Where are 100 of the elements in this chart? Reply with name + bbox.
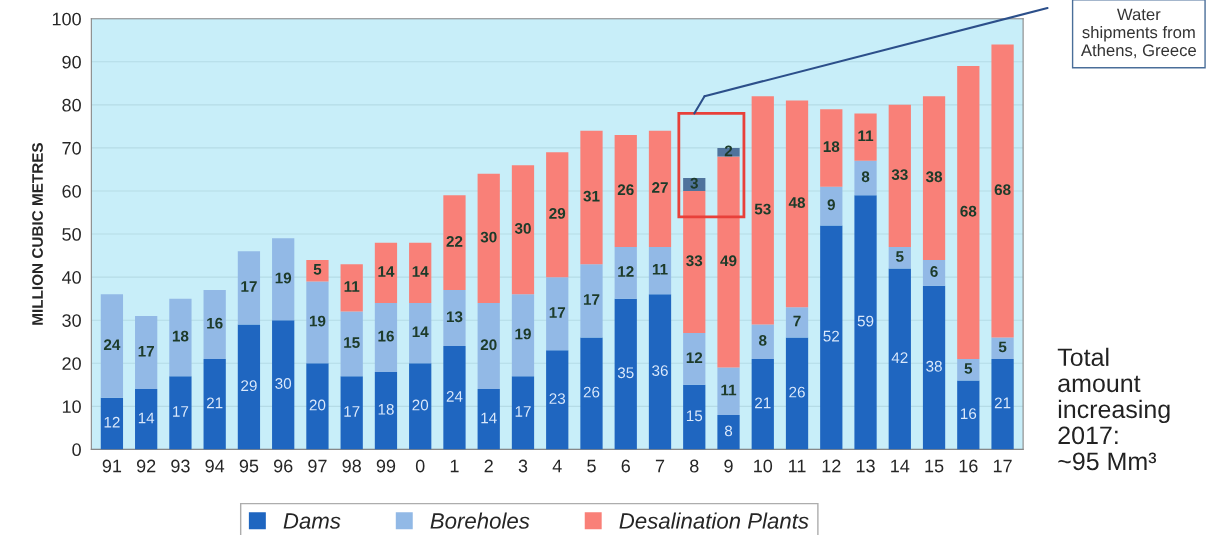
bar (306, 281, 329, 364)
y-tick-label: 0 (72, 443, 81, 457)
data-label: 21 (206, 397, 223, 409)
data-label: 33 (891, 169, 908, 181)
bar (511, 165, 535, 295)
bar (100, 294, 124, 398)
data-label: 31 (583, 190, 600, 202)
data-label: 9 (827, 199, 835, 211)
data-label: 48 (788, 197, 806, 209)
x-tick-label: 99 (376, 459, 396, 473)
data-label: 38 (926, 360, 942, 372)
bar (169, 376, 192, 450)
legend-label: Desalination Plants (619, 512, 809, 529)
x-tick-label: 94 (205, 459, 225, 473)
bar (306, 363, 329, 450)
x-tick-label: 2 (484, 459, 493, 473)
data-label: 11 (652, 264, 668, 275)
data-label: 13 (446, 311, 463, 323)
bar (957, 380, 980, 450)
bar (820, 225, 843, 450)
y-tick-label: 100 (52, 12, 81, 26)
data-label: 27 (652, 182, 668, 193)
bar (169, 298, 192, 377)
x-tick-label: 93 (171, 459, 190, 473)
x-tick-label: 4 (552, 459, 562, 473)
data-label: 16 (207, 317, 223, 329)
data-label: 17 (241, 281, 257, 292)
bar (443, 290, 466, 347)
bar (272, 238, 295, 321)
bar (888, 104, 911, 247)
bar (203, 290, 226, 359)
bar (580, 337, 603, 450)
data-label: 11 (858, 130, 874, 142)
data-label: 17 (138, 345, 154, 357)
bar (374, 302, 398, 372)
bar (100, 397, 124, 450)
data-label: 16 (378, 330, 394, 342)
data-label: 42 (891, 352, 908, 363)
data-label: 17 (583, 294, 600, 305)
y-tick-label: 90 (62, 55, 81, 69)
data-label: 35 (617, 367, 634, 379)
bar (340, 264, 363, 312)
data-label: 14 (138, 412, 155, 424)
data-label: 19 (275, 272, 292, 284)
data-label: 29 (241, 380, 257, 392)
x-tick-label: 14 (891, 459, 910, 473)
data-label: 20 (412, 399, 429, 411)
x-tick-label: 9 (724, 459, 733, 473)
bar (648, 130, 672, 247)
bar (340, 311, 363, 377)
data-label: 26 (789, 386, 805, 398)
text: Water shipments from Athens, Greece (1080, 8, 1196, 59)
data-label: 24 (446, 391, 463, 402)
y-tick-label: 40 (61, 271, 81, 284)
data-label: 18 (172, 330, 189, 342)
bar (683, 384, 706, 450)
bar (546, 350, 569, 450)
bar (237, 251, 261, 325)
data-label: 21 (755, 397, 771, 409)
legend-label: Dams (283, 513, 341, 529)
y-tick-label: 50 (62, 228, 81, 241)
data-label: 15 (686, 410, 703, 422)
data-label: 30 (514, 223, 531, 234)
bar (443, 346, 466, 450)
bar (717, 414, 740, 450)
y-tick-label: 20 (62, 357, 81, 370)
bar (477, 389, 500, 450)
data-label: 29 (549, 207, 566, 219)
bar (785, 337, 809, 450)
y-axis-title: MILLION CUBIC METRES (32, 142, 43, 325)
bar (340, 376, 363, 450)
data-label: 7 (793, 315, 801, 327)
data-label: 14 (378, 266, 395, 277)
bar (374, 371, 398, 450)
bar (991, 358, 1014, 450)
bar (991, 44, 1014, 338)
bar (922, 285, 946, 450)
text: Total amount increasing 2017: ~95 Mm³ (1057, 347, 1170, 471)
x-tick-label: 17 (993, 459, 1012, 473)
bar (614, 246, 637, 299)
bar (717, 367, 740, 415)
x-tick-label: 7 (655, 459, 665, 473)
data-label: 18 (823, 141, 840, 153)
data-label: 59 (857, 315, 874, 327)
x-tick-label: 1 (450, 459, 459, 473)
x-tick-label: 3 (518, 459, 528, 473)
bar (820, 109, 843, 187)
data-label: 5 (313, 264, 322, 275)
x-tick-label: 15 (925, 459, 944, 473)
bar (751, 96, 774, 325)
x-tick-label: 96 (273, 459, 293, 473)
data-label: 11 (721, 384, 737, 396)
bar (683, 190, 706, 334)
bar (511, 376, 535, 450)
data-label: 11 (344, 281, 360, 292)
data-label: 18 (378, 403, 394, 415)
data-label: 19 (515, 328, 531, 340)
x-tick-label: 6 (621, 459, 630, 473)
data-label: 5 (964, 363, 973, 374)
bar (820, 186, 843, 226)
